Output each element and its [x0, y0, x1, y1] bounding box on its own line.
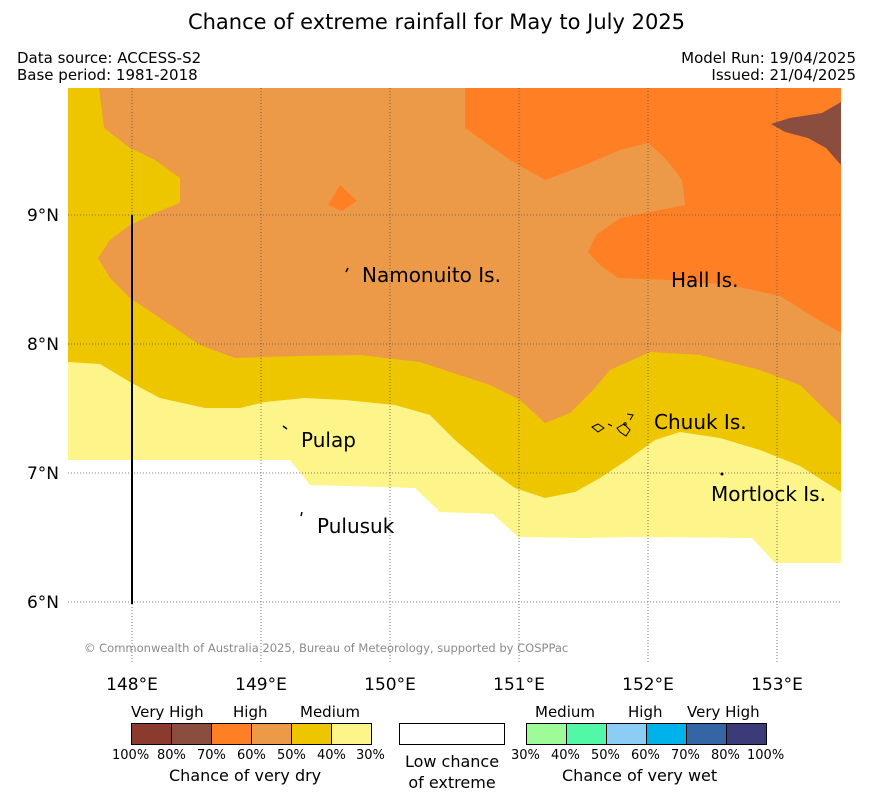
map-plot-area	[68, 88, 841, 664]
map-title: Chance of extreme rainfall for May to Ju…	[187, 10, 686, 34]
lat-label-9: 9°N	[27, 206, 59, 226]
legend-dry-swatch-4	[251, 723, 292, 745]
legend-dry-swatch-3	[211, 723, 252, 745]
legend-wet-swatch-4	[646, 723, 687, 745]
namonuito-marker	[345, 267, 349, 273]
data-source-text: Data source: ACCESS-S2	[17, 49, 202, 67]
legend-dry-tick-80: 80%	[157, 748, 186, 763]
place-label-namonuito: Namonuito Is.	[362, 263, 501, 287]
zone-high-dark-patch	[328, 185, 357, 211]
legend-dry-caption: Chance of very dry	[169, 766, 322, 785]
model-run-block: Model Run: 19/04/2025 Issued: 21/04/2025	[681, 50, 856, 84]
legend-wet-swatch-1	[526, 723, 567, 745]
legend-dry-swatch-5	[291, 723, 332, 745]
legend-dry-tick-100: 100%	[112, 748, 150, 763]
legend-low-swatch	[399, 723, 505, 745]
legend-wet-heading-high: High	[628, 703, 663, 721]
legend-wet-tick-40: 40%	[551, 748, 580, 763]
copyright-text: © Commonwealth of Australia 2025, Bureau…	[84, 641, 569, 655]
legend-dry-heading-high: High	[233, 703, 268, 721]
zone-low	[68, 460, 841, 610]
lon-label-149: 149°E	[235, 675, 287, 695]
legend-wet-heading-medium: Medium	[535, 703, 595, 721]
lon-label-148: 148°E	[106, 675, 158, 695]
legend-wet-tick-30: 30%	[511, 748, 540, 763]
mortlock-marker	[720, 472, 724, 476]
lat-label-7: 7°N	[27, 464, 59, 484]
pulap-marker	[282, 425, 288, 430]
data-source-block: Data source: ACCESS-S2 Base period: 1981…	[17, 50, 201, 84]
legend-wet-tick-70: 70%	[671, 748, 700, 763]
place-label-pulusuk: Pulusuk	[317, 514, 395, 538]
legend-dry-swatch-1	[131, 723, 172, 745]
legend-dry-swatch-2	[171, 723, 212, 745]
place-label-mortlock: Mortlock Is.	[711, 482, 826, 506]
legend-wet-swatch-6	[726, 723, 767, 745]
zone-very-high	[771, 102, 841, 165]
model-run-text: Model Run: 19/04/2025	[681, 49, 856, 67]
legend-low-line2: of extreme	[408, 773, 496, 792]
legend-wet-tick-80: 80%	[711, 748, 740, 763]
legend-low-line1: Low chance	[404, 752, 500, 771]
lon-label-151: 151°E	[493, 675, 545, 695]
legend-dry-tick-40: 40%	[317, 748, 346, 763]
pulusuk-marker	[300, 511, 303, 517]
base-period-text: Base period: 1981-2018	[17, 66, 198, 84]
lon-label-153: 153°E	[751, 675, 803, 695]
bottom-margin	[68, 604, 841, 664]
lat-label-8: 8°N	[27, 335, 59, 355]
legend-wet-swatch-3	[606, 723, 647, 745]
legend-wet-tick-100: 100%	[747, 748, 785, 763]
legend-wet-caption: Chance of very wet	[562, 766, 718, 785]
lon-label-150: 150°E	[364, 675, 416, 695]
legend-wet-tick-60: 60%	[631, 748, 660, 763]
place-label-chuuk: Chuuk Is.	[654, 410, 747, 434]
grid	[68, 88, 841, 664]
place-label-pulap: Pulap	[301, 428, 356, 452]
place-label-hall: Hall Is.	[671, 268, 738, 292]
legend-dry-swatch-6	[331, 723, 372, 745]
lat-label-6: 6°N	[27, 593, 59, 613]
legend-wet-swatch-5	[686, 723, 727, 745]
legend-dry-tick-60: 60%	[237, 748, 266, 763]
legend-wet-heading-very-high: Very High	[687, 703, 760, 721]
chuuk-marker	[591, 413, 634, 437]
zone-high-dark	[465, 88, 841, 333]
issued-text: Issued: 21/04/2025	[711, 66, 856, 84]
legend-wet-swatch-2	[566, 723, 607, 745]
legend-wet-tick-50: 50%	[591, 748, 620, 763]
legend-dry-heading-very-high: Very High	[131, 703, 204, 721]
legend-dry-tick-50: 50%	[277, 748, 306, 763]
lon-label-152: 152°E	[622, 675, 674, 695]
legend-dry-heading-medium: Medium	[300, 703, 360, 721]
legend-dry-tick-70: 70%	[197, 748, 226, 763]
legend-dry-tick-30: 30%	[356, 748, 385, 763]
island-markers	[282, 267, 724, 517]
